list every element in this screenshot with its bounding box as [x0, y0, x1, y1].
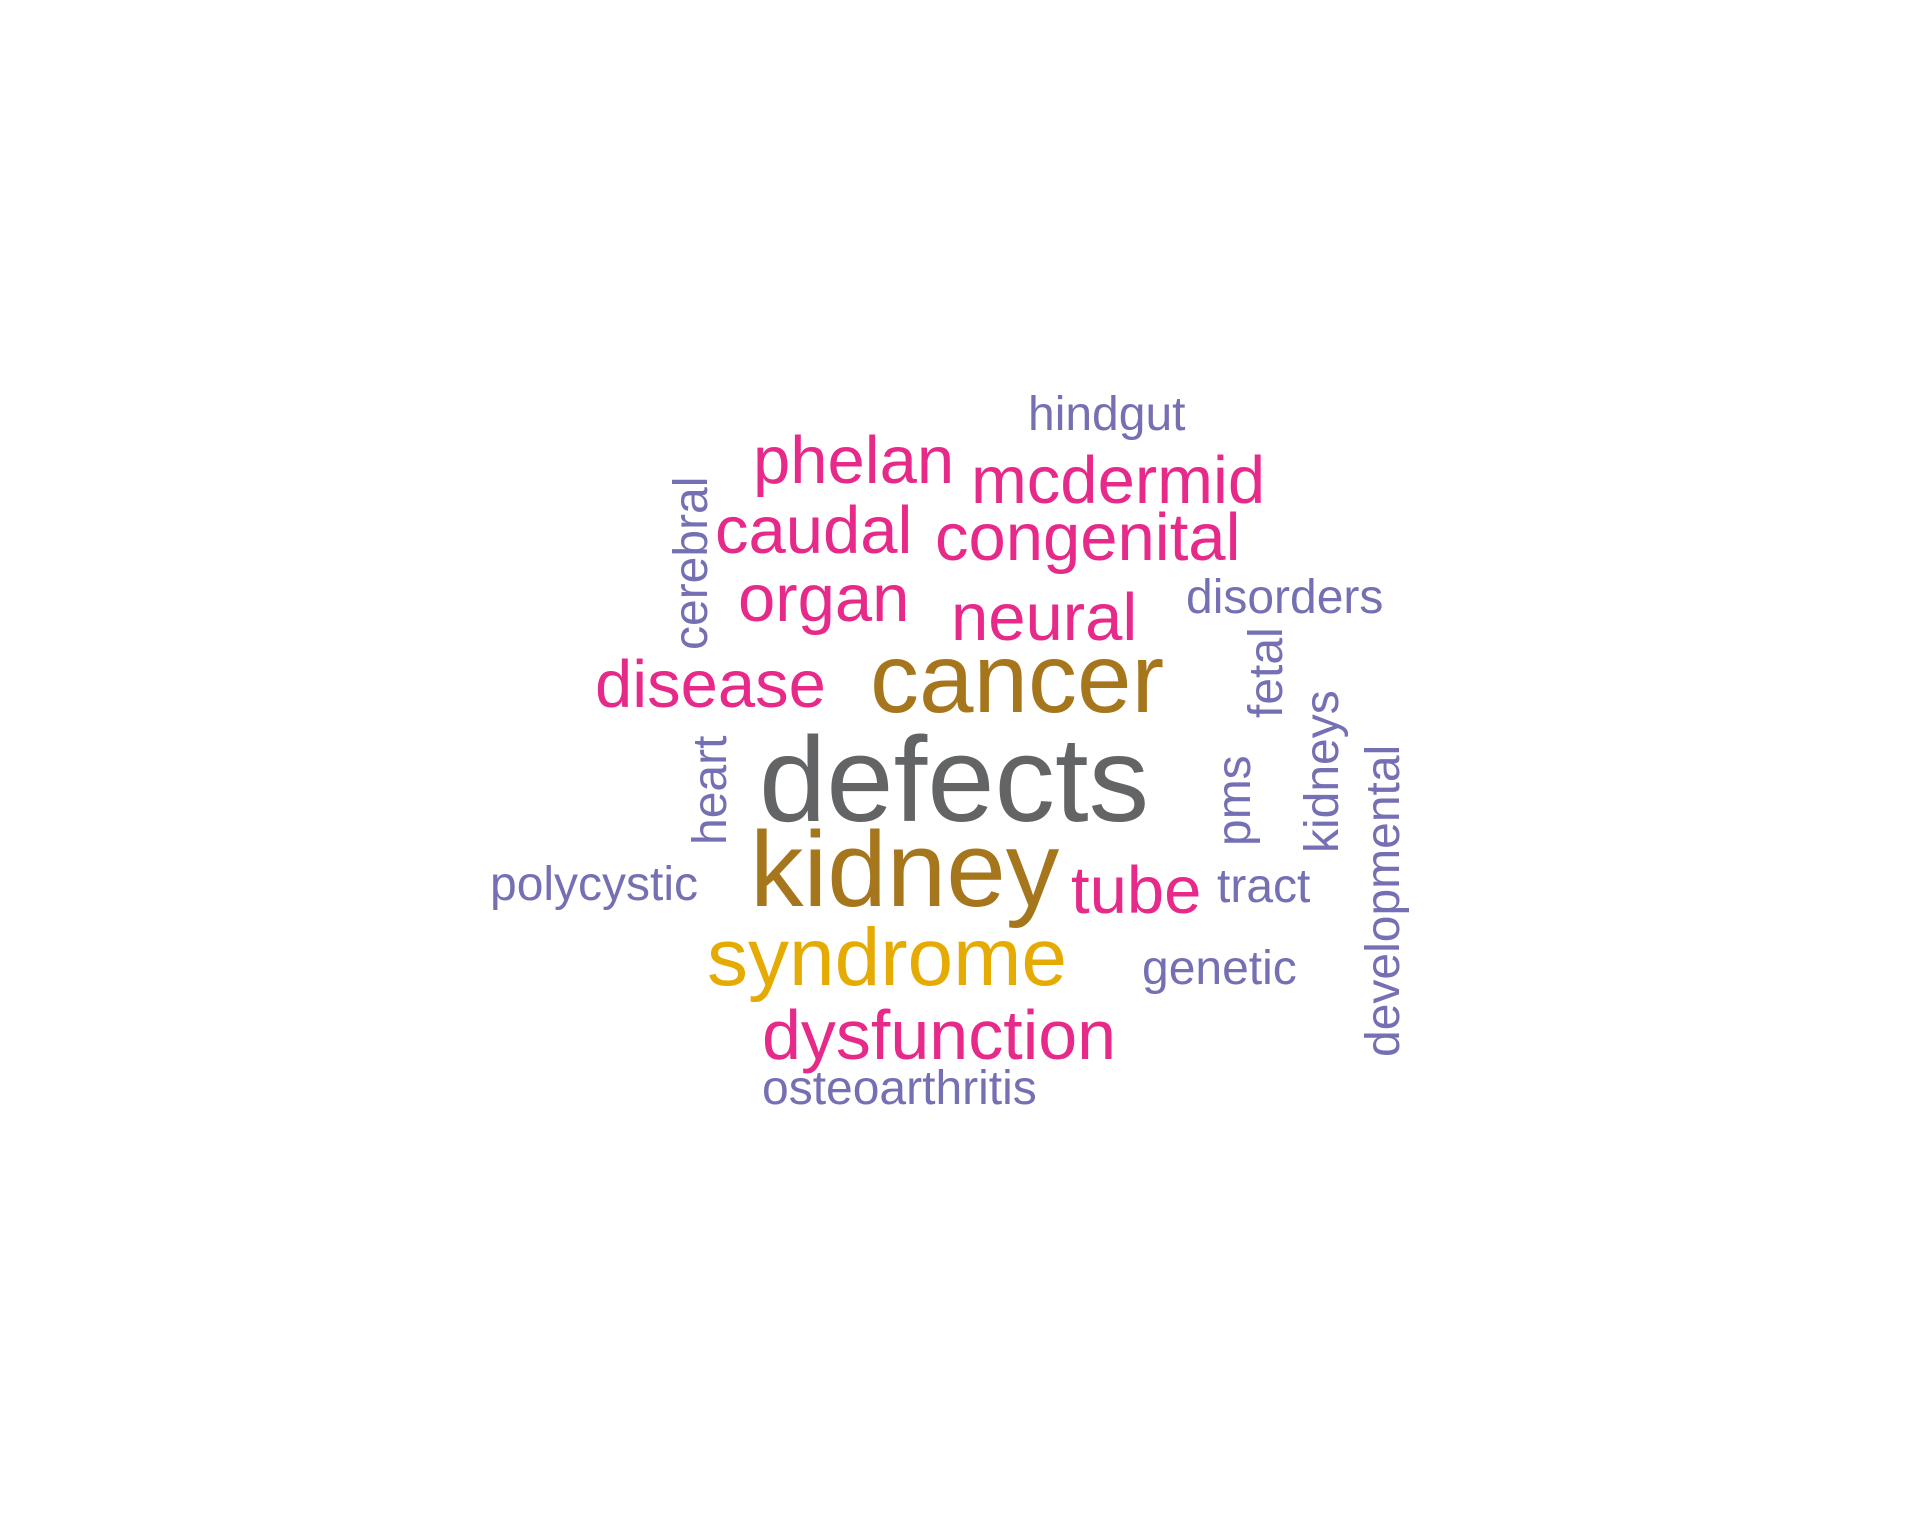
word-neural: neural — [951, 580, 1138, 655]
word-genetic: genetic — [1142, 942, 1297, 995]
word-tube: tube — [1071, 853, 1202, 928]
word-polycystic: polycystic — [490, 858, 699, 911]
word-phelan: phelan — [753, 423, 955, 498]
word-mcdermid: mcdermid — [971, 443, 1266, 518]
word-heart: heart — [684, 735, 737, 845]
word-disorders: disorders — [1186, 571, 1384, 624]
word-kidney: kidney — [750, 809, 1060, 929]
word-organ: organ — [738, 561, 910, 636]
word-caudal: caudal — [715, 493, 913, 568]
word-fetal: fetal — [1240, 627, 1293, 718]
word-defects: defects — [759, 711, 1150, 847]
word-osteoarthritis: osteoarthritis — [762, 1062, 1037, 1115]
word-developmental: developmental — [1357, 744, 1410, 1057]
word-hindgut: hindgut — [1028, 388, 1186, 441]
word-tract: tract — [1217, 860, 1311, 913]
word-cancer: cancer — [870, 623, 1165, 733]
word-syndrome: syndrome — [707, 912, 1068, 1003]
word-disease: disease — [595, 647, 826, 722]
word-dysfunction: dysfunction — [762, 996, 1117, 1074]
word-congenital: congenital — [935, 500, 1241, 575]
word-pms: pms — [1208, 755, 1261, 846]
word-kidneys: kidneys — [1296, 690, 1349, 853]
word-cerebral: cerebral — [665, 476, 718, 650]
